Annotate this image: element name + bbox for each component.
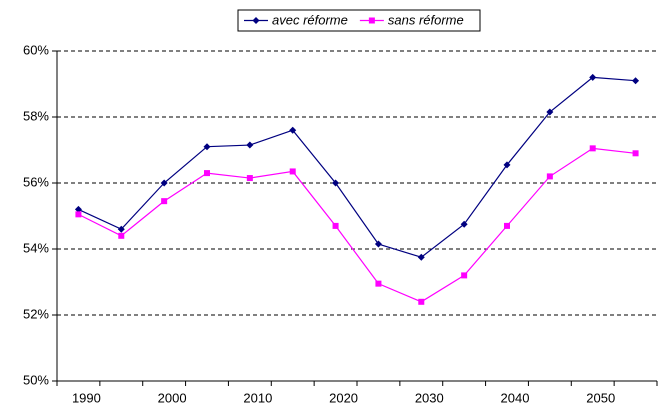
x-tick-label: 2020	[329, 390, 358, 405]
x-tick-label: 2030	[415, 390, 444, 405]
x-tick-label: 1990	[72, 390, 101, 405]
legend-marker	[368, 17, 375, 24]
y-tick-label: 50%	[23, 372, 49, 387]
series-line	[78, 76, 636, 258]
legend-box	[237, 9, 481, 32]
point	[332, 179, 340, 187]
point	[632, 150, 639, 157]
point	[161, 198, 168, 205]
point	[289, 168, 296, 175]
point	[117, 225, 125, 233]
point	[204, 170, 210, 177]
point	[289, 126, 297, 134]
point	[374, 240, 382, 248]
point	[589, 73, 597, 81]
point	[246, 175, 253, 182]
point	[118, 232, 125, 239]
point	[375, 280, 382, 287]
legend: avec réforme sans réforme	[237, 9, 481, 32]
point	[461, 272, 468, 279]
point	[589, 145, 596, 152]
point	[246, 141, 254, 149]
point	[160, 179, 168, 187]
point	[203, 143, 211, 151]
legend-label: avec réforme	[272, 12, 348, 27]
legend-marker	[252, 17, 260, 24]
point	[417, 253, 425, 261]
point	[418, 298, 425, 305]
point	[503, 161, 511, 169]
point	[332, 222, 339, 229]
series-line	[78, 147, 636, 303]
x-tick-label: 2050	[586, 390, 615, 405]
y-tick-label: 56%	[23, 174, 49, 189]
y-tick-label: 52%	[23, 306, 49, 321]
y-tick-label: 58%	[23, 108, 49, 123]
y-tick-label: 60%	[23, 42, 49, 57]
x-tick-label: 2010	[243, 390, 272, 405]
point	[74, 205, 82, 213]
x-tick-label: 2000	[158, 390, 187, 405]
point	[546, 108, 554, 116]
point	[504, 222, 510, 229]
point	[546, 173, 553, 180]
y-tick-label: 54%	[23, 240, 49, 255]
legend-label: sans réforme	[388, 12, 464, 27]
point	[75, 211, 82, 218]
point	[632, 77, 640, 85]
x-tick-label: 2040	[501, 390, 530, 405]
point	[460, 220, 468, 228]
